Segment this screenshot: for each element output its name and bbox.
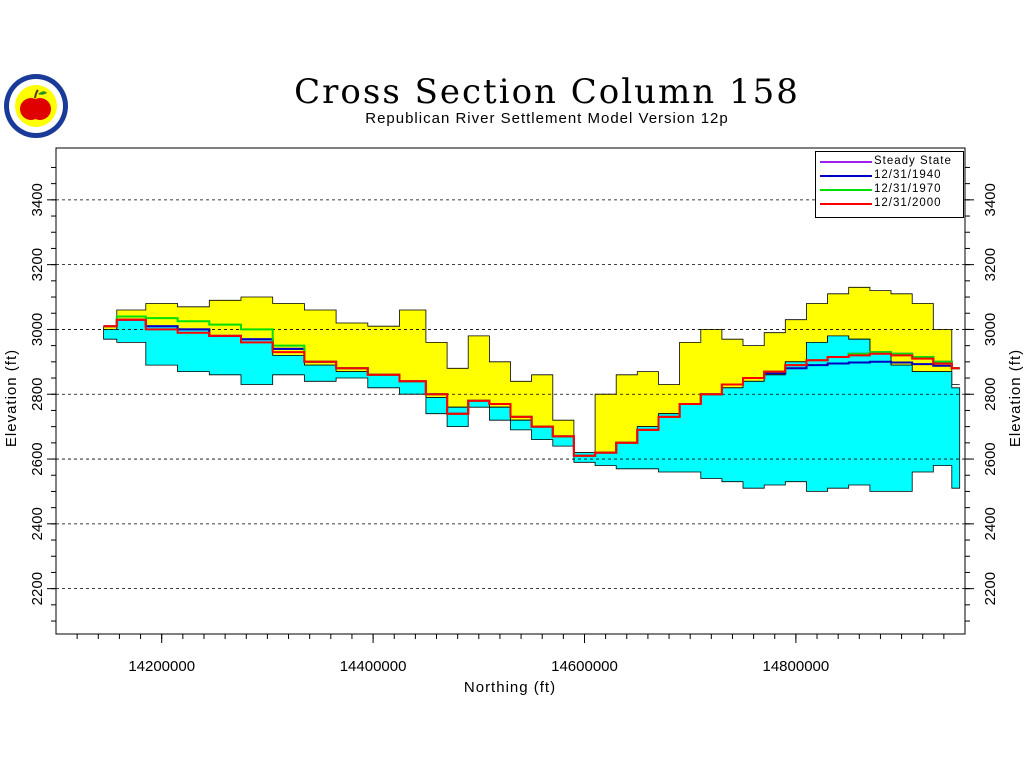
y-tick-label-left: 2400: [29, 507, 46, 540]
y-tick-label-left: 3000: [29, 313, 46, 346]
y-tick-label-right: 3000: [982, 313, 999, 346]
plot-frame: [55, 147, 966, 635]
legend-label: 12/31/1940: [874, 169, 942, 181]
y-tick-label-right: 2200: [982, 572, 999, 605]
y-tick-label-right: 3400: [982, 183, 999, 216]
legend-swatch: [820, 161, 872, 163]
x-tick-label: 14800000: [763, 658, 830, 675]
2000-line: [103, 318, 960, 457]
legend-label: Steady State: [874, 155, 952, 167]
y-tick-label-left: 2200: [29, 572, 46, 605]
chart-subtitle: Republican River Settlement Model Versio…: [365, 110, 729, 127]
y-tick-label-right: 2400: [982, 507, 999, 540]
legend-item-2000: 12/31/2000: [816, 197, 963, 210]
legend-item-1940: 12/31/1940: [816, 169, 963, 182]
x-axis-title: Northing (ft): [464, 679, 556, 696]
legend-swatch: [820, 189, 872, 191]
y-tick-label-left: 2600: [29, 442, 46, 475]
legend: Steady State 12/31/1940 12/31/1970 12/31…: [815, 151, 964, 218]
legend-item-1970: 12/31/1970: [816, 183, 963, 196]
y-tick-label-right: 3200: [982, 248, 999, 281]
legend-swatch: [820, 175, 872, 177]
y-tick-label-left: 2800: [29, 378, 46, 411]
legend-swatch: [820, 203, 872, 205]
y-tick-label-left: 3400: [29, 183, 46, 216]
legend-label: 12/31/1970: [874, 183, 942, 195]
y-axis-title-left: Elevation (ft): [3, 349, 20, 447]
chart-title: Cross Section Column 158: [294, 72, 800, 112]
y-axis-title-right: Elevation (ft): [1007, 349, 1024, 447]
x-tick-label: 14400000: [340, 658, 407, 675]
x-tick-label: 14600000: [551, 658, 618, 675]
apple-seal-icon: [4, 74, 68, 138]
x-tick-label: 14200000: [128, 658, 195, 675]
legend-label: 12/31/2000: [874, 197, 942, 209]
y-tick-label-right: 2800: [982, 378, 999, 411]
y-tick-label-left: 3200: [29, 248, 46, 281]
legend-item-steady-state: Steady State: [816, 155, 963, 168]
y-tick-label-right: 2600: [982, 442, 999, 475]
